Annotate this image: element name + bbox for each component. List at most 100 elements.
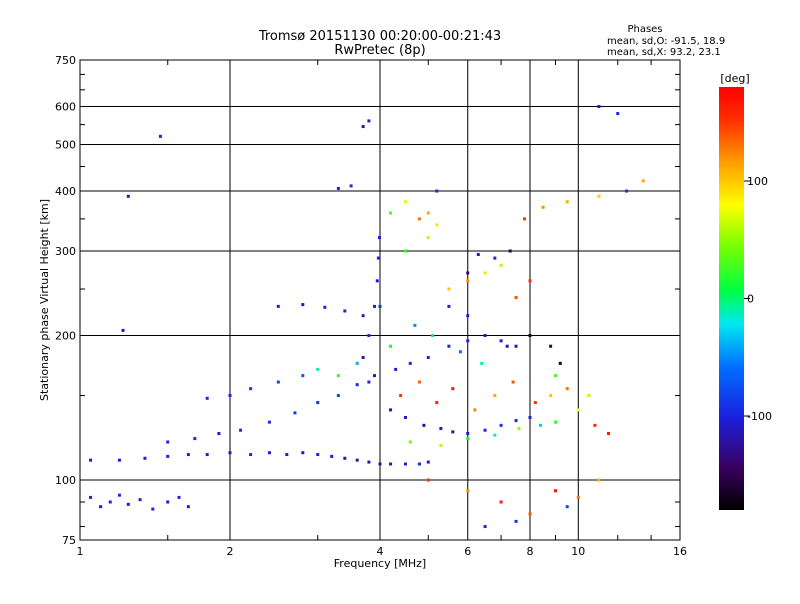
data-point <box>316 453 320 457</box>
data-point <box>193 437 197 441</box>
colorbar <box>719 87 744 510</box>
y-axis-label: Stationary phase Virtual Height [km] <box>38 199 51 401</box>
data-point <box>276 380 280 384</box>
data-point <box>249 453 253 457</box>
data-point <box>89 458 93 462</box>
x-tick-label: 1 <box>77 545 84 558</box>
data-point <box>377 236 381 240</box>
data-point <box>426 355 430 359</box>
data-point <box>499 339 503 343</box>
x-tick-label: 8 <box>527 545 534 558</box>
data-point <box>217 432 221 436</box>
data-point <box>228 451 232 455</box>
data-point <box>361 314 365 318</box>
data-point <box>376 256 380 260</box>
colorbar-tick-label: 0 <box>747 293 754 306</box>
data-point <box>553 420 557 424</box>
data-point <box>375 279 379 283</box>
data-point <box>607 432 611 436</box>
y-tick-label: 75 <box>62 534 76 547</box>
data-point <box>205 453 209 457</box>
data-point <box>99 505 103 509</box>
plot-frame <box>79 59 681 541</box>
data-point <box>186 505 190 509</box>
data-point <box>514 419 518 423</box>
data-point <box>565 505 569 509</box>
data-point <box>403 415 407 419</box>
data-point <box>117 458 121 462</box>
data-point <box>330 454 334 458</box>
data-point <box>426 211 430 215</box>
data-point <box>367 460 371 464</box>
data-point <box>205 396 209 400</box>
data-point <box>480 361 484 365</box>
x-tick-label: 16 <box>673 545 687 558</box>
data-point <box>89 495 93 499</box>
data-point <box>523 217 527 221</box>
data-point <box>466 437 470 441</box>
data-point <box>587 394 591 398</box>
data-point <box>517 427 521 431</box>
data-point <box>553 374 557 378</box>
data-point <box>514 296 518 300</box>
data-point <box>367 119 371 123</box>
data-point <box>493 433 497 437</box>
data-point <box>483 271 487 275</box>
data-point <box>447 287 451 291</box>
data-point <box>435 401 439 405</box>
data-point <box>336 394 340 398</box>
y-tick-label: 100 <box>55 474 76 487</box>
data-point <box>138 498 142 502</box>
data-point <box>373 304 377 308</box>
data-point <box>528 512 532 516</box>
data-point <box>367 380 371 384</box>
data-point <box>389 462 393 466</box>
data-point <box>493 394 497 398</box>
data-point <box>249 387 253 391</box>
data-point <box>126 194 130 198</box>
data-point <box>641 179 645 183</box>
data-point <box>422 423 426 427</box>
chart-subtitle: RwPretec (8p) <box>334 43 425 58</box>
data-point <box>447 304 451 308</box>
data-point <box>267 420 271 424</box>
data-point <box>158 134 162 138</box>
y-tick-label: 400 <box>55 185 76 198</box>
colorbar-label: [deg] <box>720 72 749 85</box>
data-point <box>508 249 512 253</box>
data-point <box>528 334 532 338</box>
data-point <box>361 125 365 129</box>
data-point <box>403 249 407 253</box>
phases-x-stats: mean, sd,X: 93.2, 23.1 <box>607 47 721 58</box>
data-point <box>399 394 403 398</box>
data-point <box>417 462 421 466</box>
data-point <box>528 415 532 419</box>
data-point <box>483 428 487 432</box>
data-point <box>511 380 515 384</box>
data-point <box>576 495 580 499</box>
data-point <box>458 350 462 354</box>
data-point <box>439 444 443 448</box>
data-point <box>466 432 470 436</box>
data-point <box>466 339 470 343</box>
data-point <box>403 462 407 466</box>
data-point <box>285 453 289 457</box>
y-tick-label: 500 <box>55 139 76 152</box>
data-point <box>316 401 320 405</box>
data-point <box>276 304 280 308</box>
grid <box>80 60 680 540</box>
data-point <box>616 112 620 116</box>
data-point <box>166 454 170 458</box>
data-point <box>267 451 271 455</box>
colorbar-ticks: 100 0 -100 <box>744 175 772 423</box>
data-point <box>394 367 398 371</box>
data-point <box>499 423 503 427</box>
x-axis-label: Frequency [MHz] <box>334 557 426 570</box>
y-tick-label: 750 <box>55 54 76 67</box>
data-point <box>549 344 553 348</box>
data-point <box>367 334 371 338</box>
data-point <box>336 186 340 190</box>
data-point <box>389 408 393 412</box>
